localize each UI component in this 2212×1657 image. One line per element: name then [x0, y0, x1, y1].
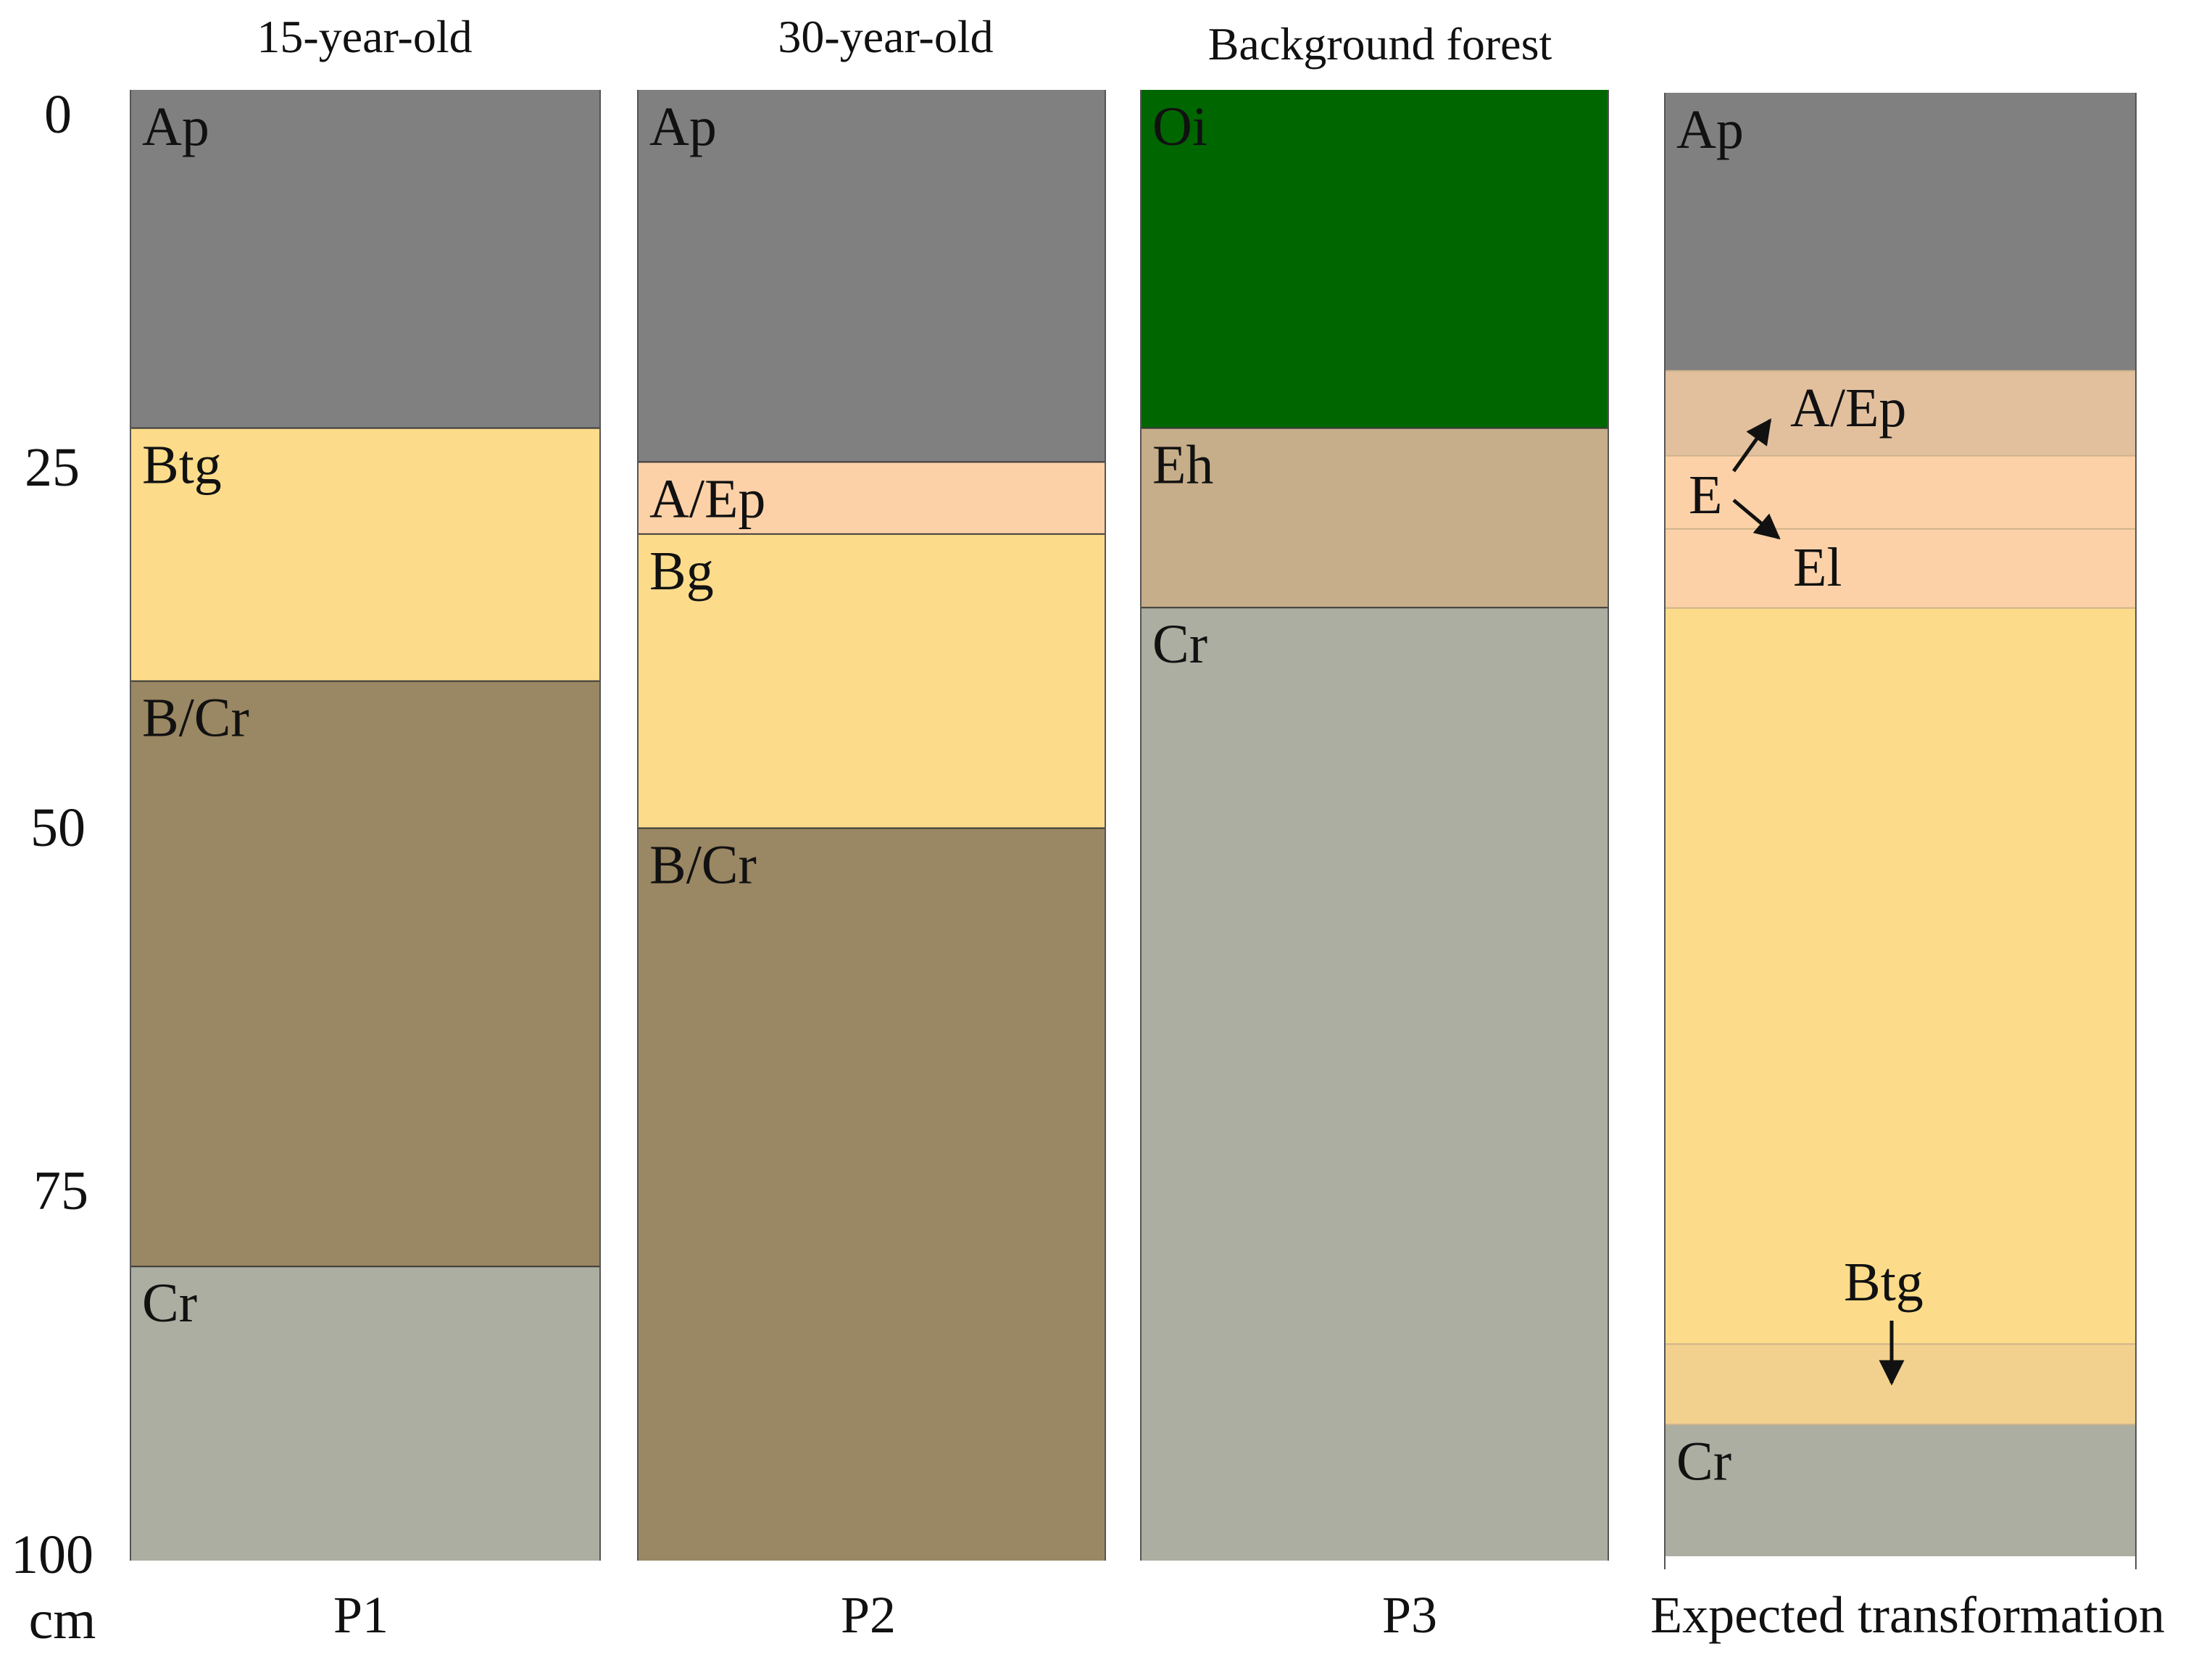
- horizon-p2-ap: [638, 90, 1105, 462]
- horizon-p4-layer-4: [1665, 607, 2136, 1345]
- title-p1: 15-year-old: [257, 11, 472, 62]
- horizon-p4-layer-5: [1665, 1344, 2136, 1425]
- expected-annotations: E A/Ep El Btg: [1689, 378, 1924, 1386]
- horizon-label: Cr: [1152, 614, 1207, 675]
- arrow-e-to-el: [1732, 499, 1781, 540]
- horizon-p4-layer-1: [1665, 370, 2136, 456]
- y-axis-unit: cm: [29, 1590, 96, 1650]
- horizon-p4-ap: [1665, 93, 2136, 371]
- title-p2: 30-year-old: [778, 11, 993, 62]
- horizon-label: A/Ep: [649, 468, 765, 529]
- horizon-label: Oi: [1152, 96, 1207, 157]
- horizon-p1-btg: [130, 428, 600, 681]
- horizon-p4-layer-3: [1665, 528, 2136, 608]
- y-tick-100: 100: [11, 1524, 93, 1585]
- y-tick-75: 75: [33, 1160, 88, 1221]
- arrow-e-to-aep: [1731, 418, 1772, 473]
- title-p3: Background forest: [1208, 18, 1552, 70]
- horizon-label: Ap: [142, 96, 209, 157]
- horizon-p1-ap: [130, 90, 600, 428]
- horizon-p4-cr: [1665, 1424, 2136, 1556]
- label-p1: P1: [333, 1586, 388, 1644]
- horizon-label: Bg: [649, 541, 714, 602]
- annotation-el: El: [1793, 537, 1842, 598]
- horizon-label: Ap: [1676, 99, 1744, 160]
- annotation-e: E: [1689, 465, 1722, 526]
- y-tick-0: 0: [44, 84, 72, 145]
- horizon-p2-b-cr: [638, 828, 1105, 1561]
- horizon-label: Cr: [1676, 1431, 1731, 1492]
- annotation-aep: A/Ep: [1790, 378, 1906, 439]
- horizon-p3-eh: [1141, 428, 1608, 608]
- horizon-p2-bg: [638, 533, 1105, 828]
- horizon-label: Ap: [649, 96, 717, 157]
- horizon-p2-a-ep: [638, 462, 1105, 534]
- label-expected: Expected transformation: [1650, 1586, 2165, 1644]
- horizon-label: Btg: [142, 435, 222, 496]
- profile-column-expected: Ap Cr: [1664, 93, 2137, 1569]
- profile-column-p3: Oi Eh Cr: [1140, 90, 1609, 1561]
- horizon-label: Eh: [1152, 435, 1213, 496]
- profile-column-p1: Ap Btg B/Cr Cr: [130, 90, 601, 1561]
- y-tick-50: 50: [30, 797, 86, 858]
- profile-column-p2: Ap A/Ep Bg B/Cr: [637, 90, 1106, 1561]
- annotation-btg: Btg: [1844, 1252, 1924, 1313]
- horizon-p3-cr: [1141, 607, 1608, 1561]
- horizon-label: B/Cr: [142, 688, 249, 749]
- horizon-p4-layer-2: [1665, 455, 2136, 529]
- horizon-p1-b-cr: [130, 681, 600, 1267]
- label-p3: P3: [1382, 1586, 1437, 1644]
- label-p2: P2: [841, 1586, 896, 1644]
- horizon-label: B/Cr: [649, 835, 757, 896]
- horizon-p1-cr: [130, 1266, 600, 1561]
- horizon-label: Cr: [142, 1273, 197, 1334]
- y-tick-25: 25: [25, 437, 80, 498]
- horizon-p3-oi: [1141, 90, 1608, 428]
